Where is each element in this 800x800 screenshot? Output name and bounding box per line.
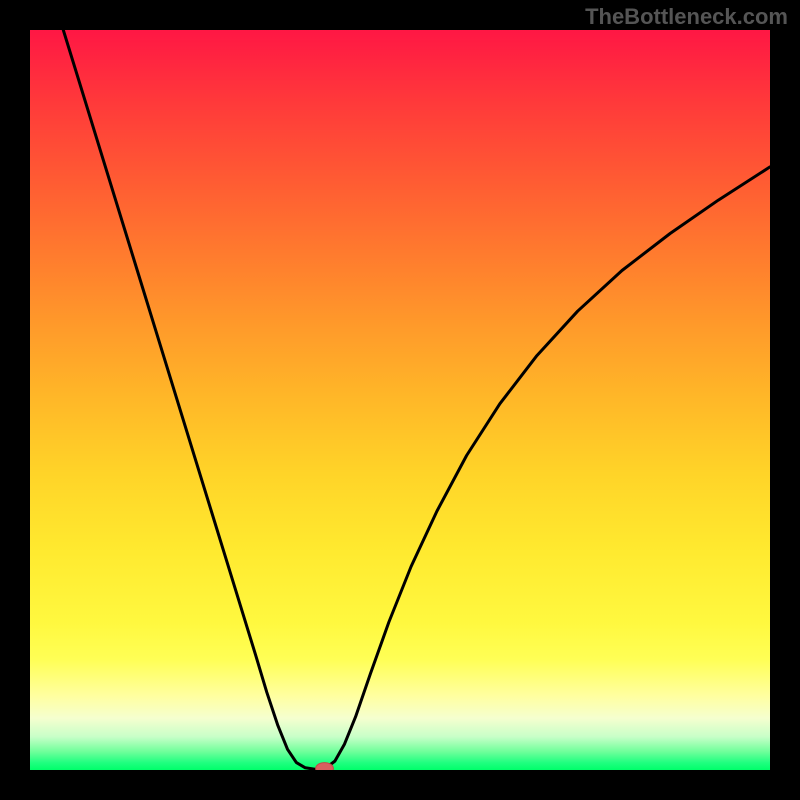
gradient-background: [30, 30, 770, 770]
watermark-text: TheBottleneck.com: [585, 4, 788, 30]
chart-canvas: TheBottleneck.com: [0, 0, 800, 800]
optimal-point-marker: [316, 763, 334, 770]
plot-area: [30, 30, 770, 770]
